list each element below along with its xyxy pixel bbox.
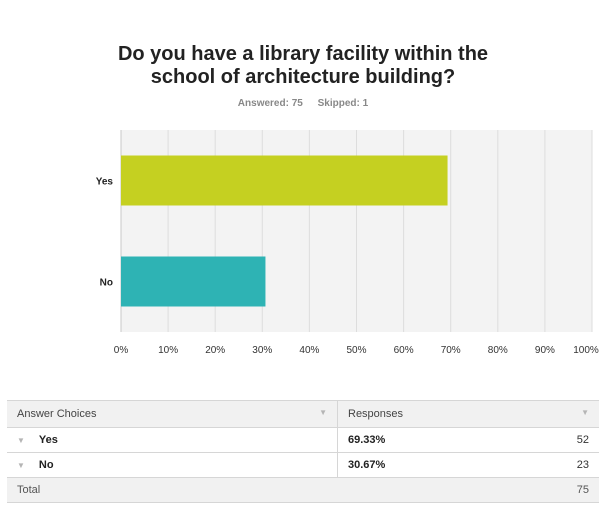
responses-header[interactable]: Responses ▼ <box>337 400 599 428</box>
response-stats: Answered: 75 Skipped: 1 <box>0 98 606 109</box>
category-label: No <box>100 278 113 289</box>
answer-choices-header[interactable]: Answer Choices ▼ <box>7 400 338 428</box>
answered-count: Answered: 75 <box>237 98 303 109</box>
choice-label: Yes <box>38 434 58 446</box>
x-tick-label: 20% <box>205 345 225 356</box>
expand-arrow-icon[interactable]: ▼ <box>17 461 25 470</box>
x-tick-label: 40% <box>299 345 319 356</box>
category-label: Yes <box>96 177 114 188</box>
total-label: Total <box>7 477 506 503</box>
choice-percent: 69.33% <box>337 427 506 453</box>
bar-chart: 0% 10% 20% 30% 40% 50% 60% 70% 80% 90% 100% Yes No <box>96 130 599 356</box>
choice-count: 52 <box>505 427 599 453</box>
x-tick-label: 10% <box>158 345 178 356</box>
table-row: ▼ Yes 69.33% 52 <box>7 427 599 453</box>
x-tick-label: 70% <box>441 345 461 356</box>
table-total-row: Total 75 <box>7 477 599 503</box>
choice-percent: 30.67% <box>337 452 506 478</box>
x-tick-label: 60% <box>394 345 414 356</box>
table-header-row: Answer Choices ▼ Responses ▼ <box>7 400 599 428</box>
table-row: ▼ No 30.67% 23 <box>7 452 599 478</box>
x-tick-label: 0% <box>114 345 129 356</box>
choice-label: No <box>38 459 54 471</box>
responses-table: Answer Choices ▼ Responses ▼ ▼ Yes 69.33% 5… <box>7 400 599 503</box>
skipped-count: Skipped: 1 <box>317 98 369 109</box>
x-tick-label: 100% <box>573 345 599 356</box>
x-tick-label: 30% <box>252 345 272 356</box>
expand-arrow-icon[interactable]: ▼ <box>17 436 25 445</box>
x-tick-label: 50% <box>346 345 366 356</box>
sort-arrow-icon[interactable]: ▼ <box>319 408 327 417</box>
total-count: 75 <box>505 477 599 503</box>
question-title-line-2: school of architecture building? <box>150 66 456 88</box>
x-tick-label: 80% <box>488 345 508 356</box>
sort-arrow-icon[interactable]: ▼ <box>581 408 589 417</box>
bar-no <box>121 256 266 307</box>
x-tick-label: 90% <box>535 345 555 356</box>
question-title-line-1: Do you have a library facility within th… <box>117 43 489 65</box>
bar-yes <box>121 155 448 206</box>
choice-count: 23 <box>505 452 599 478</box>
